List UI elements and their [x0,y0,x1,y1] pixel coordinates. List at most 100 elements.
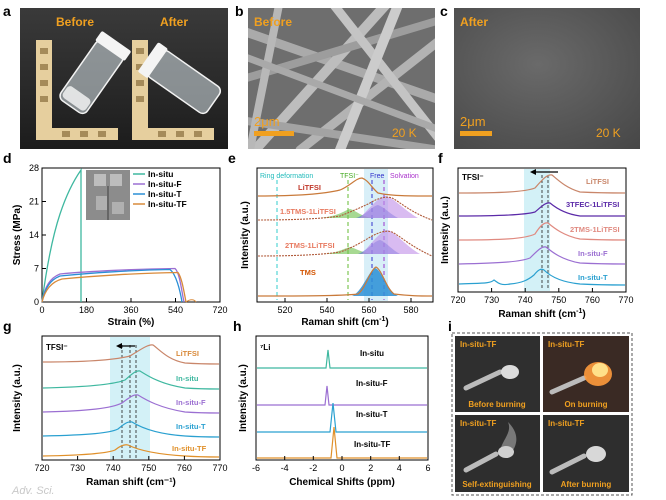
chart-d-xtick-2: 360 [123,305,138,315]
chart-e-annot-solvation: Solvation [390,173,419,180]
chart-f-curve-label-3: In-situ-F [578,249,608,258]
chart-g-frame [41,335,221,461]
chart-e-curve-label-0: LiTFSI [298,183,321,192]
legend-d-1: In-situ-F [148,179,182,189]
legend-d-0: In-situ [148,169,174,179]
chart-e-curve-label-3: TMS [300,268,316,277]
photo-i-caption-2: Self-extinguishing [462,480,531,489]
chart-g-xtick-1: 730 [70,463,85,473]
curve-h-in-situ-tf [257,426,427,459]
chart-h-ylabel: Intensity (a.u.) [238,364,249,432]
curve-e-2tms [257,230,433,257]
chart-e-xtick-2: 560 [361,305,376,315]
chart-g-title: TFSI⁻ [46,343,68,352]
chart-d-ytick-0: 0 [34,297,39,307]
chart-d-ytick-4: 28 [29,163,39,173]
curve-h-in-situ-f [257,385,427,406]
photo-i-sample-3: In-situ-TF [548,419,585,428]
chart-f-curve-label-0: LiTFSI [586,177,609,186]
chart-d-xtick-0: 0 [39,305,44,315]
panel-letter-h: h [233,318,242,334]
chart-e-xtick-0: 520 [277,305,292,315]
curve-f-in-situ-f [458,246,626,265]
sem-c-label: After [460,15,488,29]
sem-c-mag: 20 K [596,126,621,140]
chart-d-inset-photo [86,170,130,220]
chart-e-xlabel: Raman shift (cm-1) [301,316,388,328]
chart-f-xtick-5: 770 [618,295,633,305]
chart-f-xlabel: Raman shift (cm-1) [498,308,585,320]
chart-h-xlabel: Chemical Shifts (ppm) [289,477,395,488]
chart-h-xtick-0: -6 [252,463,260,473]
photo-before-label: Before [56,15,94,29]
photo-a: Before After [20,8,228,149]
curve-d-in-situ [41,167,82,303]
chart-d-xtick-1: 180 [79,305,94,315]
chart-h-xtick-3: 0 [339,463,344,473]
chart-d-frame [41,167,221,303]
sem-b-label: Before [254,15,292,29]
chart-e-curve-label-2: 2TMS-1LiTFSI [285,241,335,250]
chart-f-xtick-4: 760 [585,295,600,305]
sem-image-before: Before 2μm 20 K [248,8,435,149]
curve-h-in-situ-t [257,402,427,433]
chart-e-xtick-1: 540 [319,305,334,315]
chart-h: ⁷Li In-situ In-situ-F In-situ-T In-situ-… [238,335,431,488]
chart-g-xtick-4: 760 [177,463,192,473]
photo-i-sample-2: In-situ-TF [460,419,497,428]
sem-c-scale-bar [460,131,492,136]
chart-g: TFSI⁻ LiTFSI In-situ In-situ-F In-situ-T… [12,335,228,488]
curve-g-in-situ-tf [42,444,220,458]
panel-letter-b: b [235,3,244,19]
sem-b-mag: 20 K [392,126,417,140]
sem-image-after: After 2μm 20 K [454,8,640,149]
chart-e-curve-label-1: 1.5TMS-1LiTFSI [280,207,336,216]
chart-h-xtick-4: 2 [368,463,373,473]
chart-e-frame [256,167,434,303]
chart-e-ylabel: Intensity (a.u.) [240,201,251,269]
chart-h-curve-label-1: In-situ-F [356,379,388,388]
photo-i: In-situ-TF In-situ-TF In-situ-TF In-situ… [451,332,633,496]
chart-d-xtick-3: 540 [168,305,183,315]
photo-i-caption-1: On burning [564,400,607,409]
chart-h-xtick-1: -4 [281,463,289,473]
panel-letter-e: e [228,150,236,166]
legend-d-3: In-situ-TF [148,199,187,209]
sem-c-scale-label: 2μm [460,114,486,129]
curve-g-in-situ [42,370,220,390]
curve-f-2tms [458,222,626,241]
chart-g-curve-label-3: In-situ-T [176,422,206,431]
chart-d-ytick-2: 14 [29,230,39,240]
chart-d-ylabel: Stress (MPa) [12,205,23,266]
chart-e-xtick-3: 580 [403,305,418,315]
curve-f-litfsi [458,174,626,194]
panel-letter-f: f [438,150,443,166]
chart-h-curve-label-3: In-situ-TF [354,440,391,449]
curve-d-in-situ-t [41,268,183,303]
panel-letter-d: d [3,150,12,166]
chart-f-xtick-2: 740 [518,295,533,305]
curve-d-in-situ-f [41,267,185,303]
chart-g-curve-label-2: In-situ-F [176,398,206,407]
chart-g-xtick-0: 720 [34,463,49,473]
photo-i-sample-0: In-situ-TF [460,340,497,349]
chart-f-xtick-1: 730 [484,295,499,305]
chart-d-xtick-4: 720 [212,305,227,315]
panel-letter-g: g [3,318,12,334]
panel-letter-c: c [440,3,448,19]
legend-d-2: In-situ-T [148,189,182,199]
chart-e-annot-free: Free [370,173,385,180]
sem-b-scale-label: 2μm [254,114,280,129]
chart-f-xtick-3: 750 [551,295,566,305]
chart-h-xtick-6: 6 [425,463,430,473]
curve-f-3tfec [458,202,625,217]
chart-f: TFSI⁻ LiTFSI 3TFEC-1LiTFSI 2TMS-1LiTFSI … [440,167,634,320]
chart-g-xtick-3: 750 [141,463,156,473]
curve-e-litfsi [257,177,433,197]
chart-e-annot-ring: Ring deformation [260,173,313,180]
chart-g-xlabel: Raman shift (cm⁻¹) [86,477,176,488]
chart-h-frame [255,335,429,461]
curve-e-1-5tms [257,196,433,221]
photo-i-sample-1: In-situ-TF [548,340,585,349]
